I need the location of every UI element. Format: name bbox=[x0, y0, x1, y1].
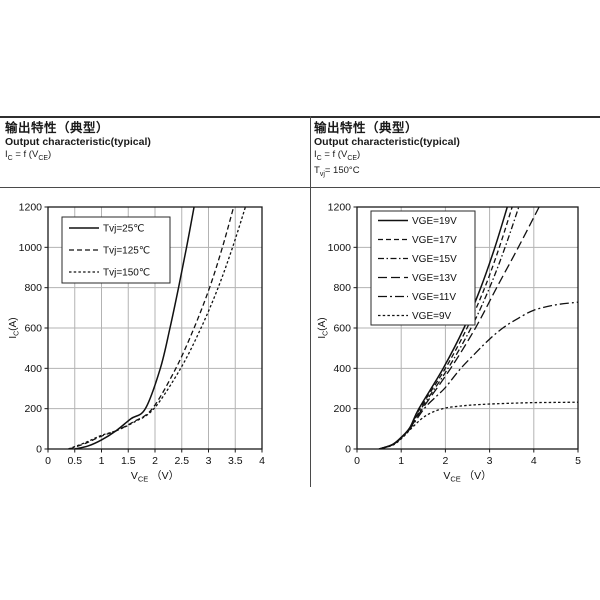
svg-text:VCE （V）: VCE （V） bbox=[443, 470, 491, 484]
svg-text:400: 400 bbox=[333, 363, 351, 375]
svg-text:Tvj=150℃: Tvj=150℃ bbox=[103, 268, 150, 279]
svg-text:0: 0 bbox=[45, 455, 51, 467]
right-section-header: 输出特性（典型） Output characteristic(typical) … bbox=[314, 121, 460, 182]
svg-text:1: 1 bbox=[99, 455, 105, 467]
svg-text:VCE （V）: VCE （V） bbox=[131, 470, 179, 484]
svg-text:200: 200 bbox=[333, 403, 351, 415]
right-condition: Tvj= 150°C bbox=[314, 165, 360, 179]
left-output-characteristic-chart: 0 0.5 1 1.5 2 2.5 3 3.5 4 0 200 400 600 800 1000 1200 VC… bbox=[8, 202, 265, 484]
svg-text:IC(A): IC(A) bbox=[8, 317, 21, 338]
svg-text:4: 4 bbox=[259, 455, 265, 467]
svg-text:1.5: 1.5 bbox=[121, 455, 136, 467]
svg-text:VGE=9V: VGE=9V bbox=[412, 311, 452, 322]
svg-text:3: 3 bbox=[487, 455, 493, 467]
right-title-zh: 输出特性（典型） bbox=[314, 121, 419, 135]
svg-text:3: 3 bbox=[206, 455, 212, 467]
svg-text:800: 800 bbox=[333, 282, 351, 294]
right-formula: IC = f (VCE) bbox=[314, 149, 361, 162]
svg-text:Tvj=25℃: Tvj=25℃ bbox=[103, 224, 145, 235]
right-output-characteristic-chart: 0 1 2 3 4 5 0 200 400 600 800 1000 1200 VCE （V） IC(A) V… bbox=[317, 202, 581, 484]
svg-text:1000: 1000 bbox=[19, 242, 43, 254]
svg-text:0: 0 bbox=[354, 455, 360, 467]
svg-text:0.5: 0.5 bbox=[67, 455, 82, 467]
svg-text:VGE=17V: VGE=17V bbox=[412, 235, 457, 246]
svg-text:5: 5 bbox=[575, 455, 581, 467]
svg-text:400: 400 bbox=[24, 363, 42, 375]
svg-text:1000: 1000 bbox=[328, 242, 352, 254]
svg-text:200: 200 bbox=[24, 403, 42, 415]
left-section-header: 输出特性（典型） Output characteristic(typical) … bbox=[5, 121, 151, 165]
svg-text:4: 4 bbox=[531, 455, 537, 467]
svg-text:1: 1 bbox=[398, 455, 404, 467]
svg-text:VGE=19V: VGE=19V bbox=[412, 216, 457, 227]
left-formula: IC = f (VCE) bbox=[5, 149, 52, 162]
top-horizontal-rule bbox=[0, 116, 600, 118]
svg-text:VGE=13V: VGE=13V bbox=[412, 273, 457, 284]
svg-text:VGE=15V: VGE=15V bbox=[412, 254, 457, 265]
left-title-zh: 输出特性（典型） bbox=[5, 121, 110, 135]
header-bottom-rule bbox=[0, 187, 600, 188]
svg-text:2: 2 bbox=[442, 455, 448, 467]
column-divider bbox=[310, 116, 311, 487]
svg-text:0: 0 bbox=[345, 444, 351, 456]
svg-text:1200: 1200 bbox=[328, 202, 352, 214]
svg-text:3.5: 3.5 bbox=[228, 455, 243, 467]
svg-text:2: 2 bbox=[152, 455, 158, 467]
svg-text:600: 600 bbox=[24, 323, 42, 335]
svg-text:Tvj=125℃: Tvj=125℃ bbox=[103, 246, 150, 257]
svg-text:0: 0 bbox=[36, 444, 42, 456]
svg-text:600: 600 bbox=[333, 323, 351, 335]
svg-text:IC(A): IC(A) bbox=[317, 317, 330, 338]
svg-text:2.5: 2.5 bbox=[174, 455, 189, 467]
left-title-en: Output characteristic(typical) bbox=[5, 136, 151, 148]
svg-text:800: 800 bbox=[24, 282, 42, 294]
right-title-en: Output characteristic(typical) bbox=[314, 136, 460, 148]
svg-text:1200: 1200 bbox=[19, 202, 43, 214]
svg-text:VGE=11V: VGE=11V bbox=[412, 292, 456, 303]
